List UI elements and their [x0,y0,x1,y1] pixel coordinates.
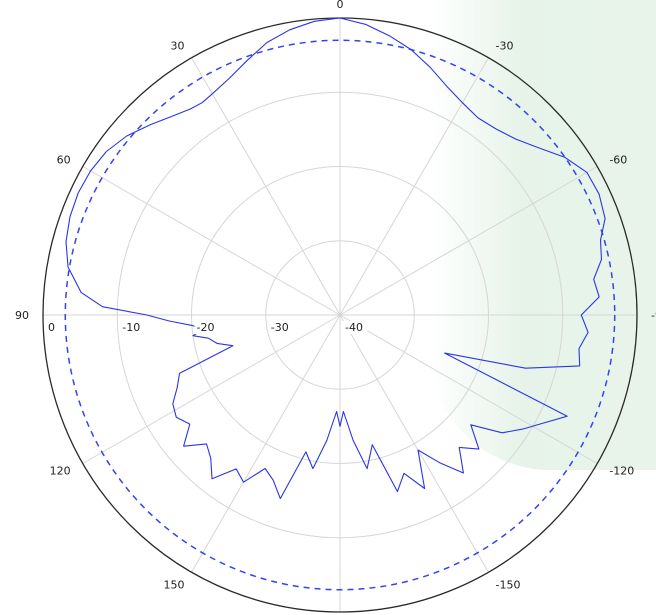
polar-grid [42,17,638,613]
radial-tick--10: -10 [122,321,140,334]
radial-tick-0: 0 [48,321,55,334]
angle-tick-120: 120 [50,465,71,478]
radial-tick--20-bg [194,321,219,334]
angle-tick-150: 150 [164,578,185,591]
series-layer [65,17,606,500]
angle-tick-90: 90 [15,309,29,322]
radial-tick--10-bg [120,321,145,334]
grid-ring--20 [191,166,489,464]
grid-ring--30 [265,240,415,390]
angle-tick-30: 30 [171,40,185,53]
reference-circle [64,39,616,591]
radial-tick--40-bg [343,321,368,334]
angle-tick--60: -60 [609,154,627,167]
angle-tick--150: -150 [496,578,521,591]
grid-ring--10 [116,91,564,539]
reference-circle-layer [64,39,616,591]
angle-tick-0: 0 [337,0,344,11]
angle-tick--120: -120 [609,465,634,478]
angle-tick--90: -90 [651,309,656,322]
radial-tick--30-bg [268,321,294,334]
radial-tick-0-bg [46,321,57,334]
radial-tick--20: -20 [197,321,215,334]
tick-label-layer: 030-3060-6090-90120-120150-150-1800-10-2… [15,0,656,591]
radial-tick--30: -30 [271,321,289,334]
angle-tick-60: 60 [57,154,71,167]
series-line-0 [65,17,606,500]
angle-tick--30: -30 [496,40,514,53]
radial-tick--40: -40 [345,321,363,334]
